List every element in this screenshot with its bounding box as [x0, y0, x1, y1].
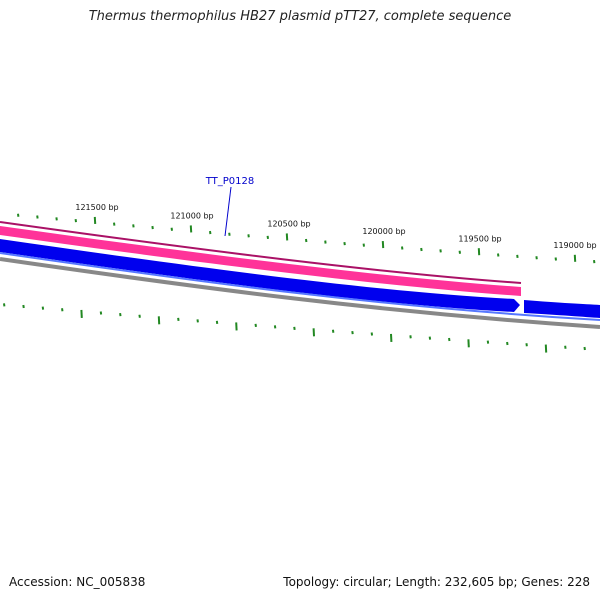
- gene-arrow-next[interactable]: [524, 300, 600, 318]
- gene-label-leader: [224, 186, 232, 237]
- gene-arrow-tt-p0128[interactable]: [0, 239, 520, 312]
- forward-feature-band[interactable]: [0, 226, 521, 296]
- gene-track-shadow: [0, 252, 600, 321]
- sequence-backbone: [0, 257, 600, 329]
- topology-summary: Topology: circular; Length: 232,605 bp; …: [283, 575, 590, 589]
- tick-label: 121500 bp: [75, 203, 118, 212]
- tick-labels: 121500 bp 121000 bp 120500 bp 120000 bp 1195…: [75, 203, 596, 250]
- tick-label: 121000 bp: [170, 212, 213, 221]
- inner-tick-marks: [3, 303, 586, 353]
- tick-label: 120500 bp: [267, 220, 310, 229]
- outer-tick-marks: [17, 213, 596, 264]
- gene-label-tt-p0128[interactable]: TT_P0128: [205, 176, 255, 187]
- accession-text: Accession: NC_005838: [9, 575, 146, 589]
- tick-label: 119500 bp: [458, 234, 501, 243]
- forward-feature-edge: [0, 221, 522, 284]
- tick-label: 119000 bp: [553, 241, 596, 250]
- tick-label: 120000 bp: [362, 227, 405, 236]
- map-title: Thermus thermophilus HB27 plasmid pTT27,…: [88, 9, 512, 24]
